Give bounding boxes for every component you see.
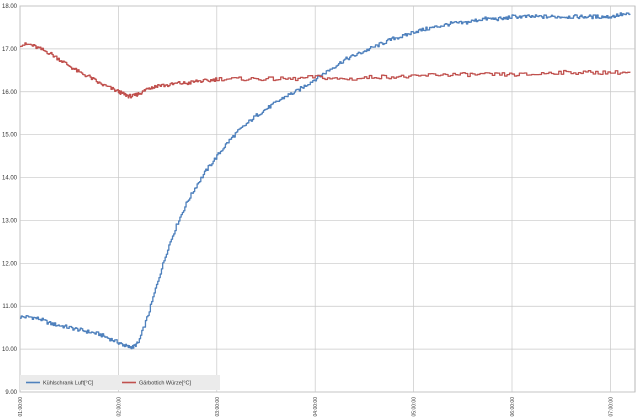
legend-box bbox=[20, 375, 220, 390]
y-tick-label: 15.00 bbox=[2, 133, 18, 139]
x-tick-label: 03:00:00 bbox=[215, 397, 221, 417]
x-tick-label: 01:00:00 bbox=[18, 397, 24, 417]
y-tick-label: 17.00 bbox=[2, 47, 18, 53]
x-tick-label: 07:00:00 bbox=[608, 397, 614, 417]
y-tick-label: 14.00 bbox=[2, 176, 18, 182]
y-tick-label: 11.00 bbox=[2, 304, 17, 310]
y-tick-label: 13.00 bbox=[2, 218, 18, 224]
y-tick-label: 18.00 bbox=[2, 4, 18, 10]
y-tick-label: 10.00 bbox=[2, 347, 18, 353]
x-tick-label: 02:00:00 bbox=[116, 397, 122, 417]
x-tick-label: 06:00:00 bbox=[510, 397, 516, 417]
series-line-0 bbox=[20, 12, 631, 350]
y-tick-label: 9.00 bbox=[5, 390, 17, 396]
legend-label-0: Kühlschrank Luft[°C] bbox=[43, 381, 94, 387]
grid bbox=[19, 5, 636, 393]
legend-label-1: Gärbottich Würze[°C] bbox=[139, 381, 191, 387]
y-tick-label: 12.00 bbox=[2, 261, 18, 267]
axes: 9.00 10.00 11.00 12.00 13.00 14.00 15.00 16.00 1… bbox=[2, 4, 614, 416]
x-tick-label: 04:00:00 bbox=[313, 397, 319, 417]
y-tick-label: 16.00 bbox=[2, 90, 18, 96]
series-layer bbox=[19, 12, 631, 350]
series-line-1 bbox=[20, 42, 631, 99]
legend: Kühlschrank Luft[°C] Gärbottich Würze[°C] bbox=[20, 375, 220, 390]
x-tick-label: 05:00:00 bbox=[412, 397, 418, 417]
